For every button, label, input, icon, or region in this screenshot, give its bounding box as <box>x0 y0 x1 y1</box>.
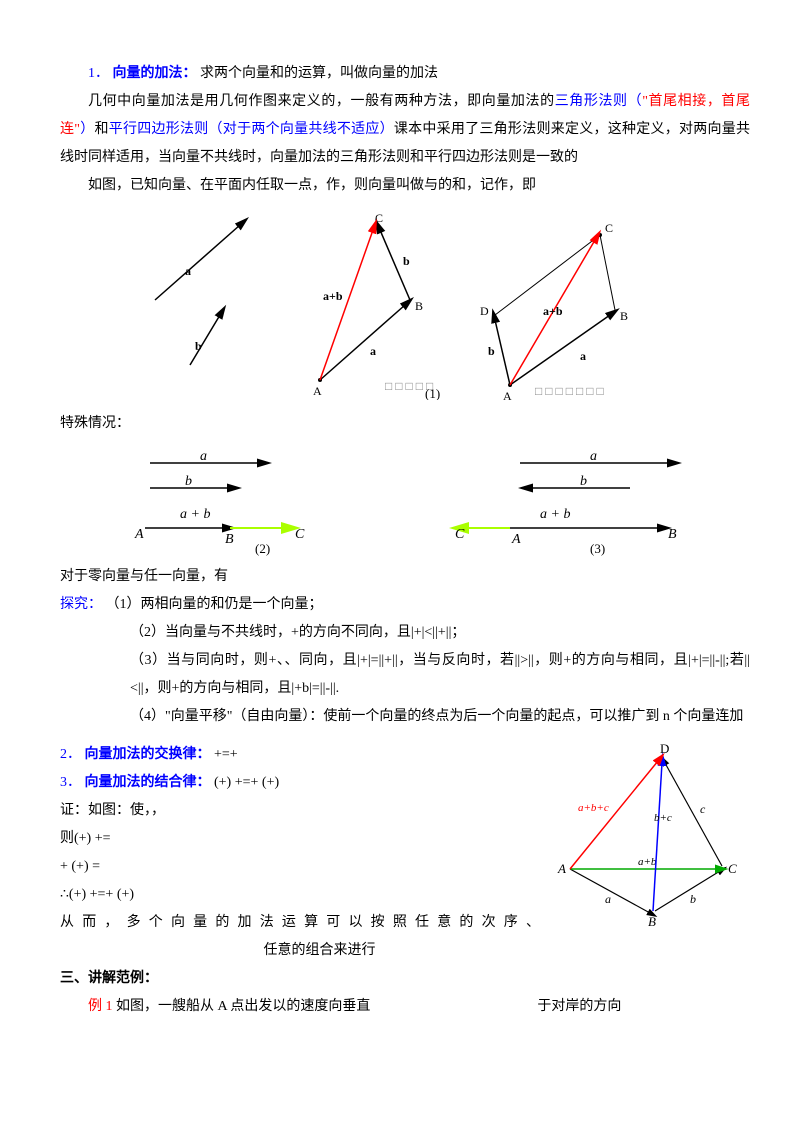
svg-text:A: A <box>134 527 144 542</box>
fig1-cap: (1) <box>425 386 440 400</box>
p1-num: 1． <box>88 66 109 81</box>
svg-text:D: D <box>660 741 669 756</box>
svg-text:□ □ □ □ □ □ □: □ □ □ □ □ □ □ <box>535 384 604 398</box>
fig1-B: B <box>415 299 423 313</box>
svg-text:(3): (3) <box>590 541 605 556</box>
section-laws: A B C D a b c a+b b+c a+b+c 2． 向量加法的交换律：… <box>60 741 750 1021</box>
svg-text:B: B <box>225 532 234 547</box>
para-1: 1． 向量的加法： 求两个向量和的运算，叫做向量的加法 <box>60 60 750 88</box>
figure-row-2: a b a + b A B C (2) a b a + b C A B (3) <box>60 448 750 558</box>
p1-title: 向量的加法： <box>113 66 197 81</box>
svg-text:a: a <box>605 892 611 906</box>
para-3: 如图，已知向量、在平面内任取一点，作，则向量叫做与的和，记作，即 <box>60 172 750 200</box>
svg-text:A: A <box>557 861 566 876</box>
p2-para: 平行四边形法则（对于两个向量共线不适应） <box>109 122 394 137</box>
svg-text:c: c <box>700 802 706 816</box>
svg-text:a+b+c: a+b+c <box>578 802 609 814</box>
p2-paren1: （ <box>628 94 643 109</box>
fig1-b: b <box>195 339 202 353</box>
svg-text:b: b <box>185 474 192 489</box>
fig1-a2: a <box>370 344 376 358</box>
fig1-right: A a B b D C a+b □ □ □ □ □ □ □ <box>475 210 675 400</box>
fig1-A: A <box>313 384 322 398</box>
fig3: A B C D a b c a+b b+c a+b+c <box>550 741 750 931</box>
figure-row-1: a b A a B b C a+b □ □ □ □ □ (1) A a B <box>60 210 750 400</box>
para-5-4: （4）"向量平移"（自由向量）：使前一个向量的终点为后一个向量的起点，可以推广到… <box>60 703 750 731</box>
p2-a: 几何中向量加法是用几何作图来定义的，一般有两种方法，即向量加法的 <box>88 94 555 109</box>
svg-text:a + b: a + b <box>540 507 570 522</box>
svg-text:C: C <box>295 527 305 542</box>
para-4: 对于零向量与任一向量，有 <box>60 563 750 591</box>
svg-text:A: A <box>511 532 521 547</box>
p2-paren2: ） <box>80 122 95 137</box>
svg-text:B: B <box>668 527 677 542</box>
svg-text:a: a <box>590 449 597 464</box>
fig1-b2: b <box>403 254 410 268</box>
fig1r-C: C <box>605 221 613 235</box>
para-5-2: （2）当向量与不共线时，+的方向不同向，且|+|<||+||； <box>60 619 750 647</box>
para-5-3: （3）当与同向时，则+、、同向，且|+|=||+||，当与反向时，若||>||，… <box>60 647 750 703</box>
fig1-mid: A a B b C a+b □ □ □ □ □ (1) <box>285 210 465 400</box>
fig1-left: a b <box>135 210 275 380</box>
fig1r-D: D <box>480 304 489 318</box>
fig1r-B: B <box>620 309 628 323</box>
fig1-a: a <box>185 264 191 278</box>
fig1r-ab: a+b <box>543 304 563 318</box>
fig2-right: a b a + b C A B (3) <box>440 448 700 558</box>
fig1r-A: A <box>503 389 512 400</box>
p2-tri: 三角形法则 <box>555 94 628 109</box>
p3-text: 如图，已知向量、在平面内任取一点，作，则向量叫做与的和，记作，即 <box>88 178 536 193</box>
fig2-left: a b a + b A B C (2) <box>110 448 340 558</box>
svg-text:C: C <box>455 527 465 542</box>
sec-examples: 三、讲解范例： <box>60 965 750 993</box>
para-5-1: 探究： （1）两相向量的和仍是一个向量； <box>60 591 750 619</box>
p1-rest: 求两个向量和的运算，叫做向量的加法 <box>200 66 438 81</box>
fig1-C: C <box>375 211 383 225</box>
svg-text:B: B <box>648 914 656 929</box>
svg-text:b: b <box>580 474 587 489</box>
para-2: 几何中向量加法是用几何作图来定义的，一般有两种方法，即向量加法的三角形法则（"首… <box>60 88 750 172</box>
ex1: 例 1 如图，一艘船从 A 点出发以的速度向垂直 于对岸的方向 <box>60 993 750 1021</box>
svg-text:C: C <box>728 861 737 876</box>
svg-text:a + b: a + b <box>180 507 210 522</box>
svg-text:(2): (2) <box>255 541 270 556</box>
p2-and: 和 <box>95 122 109 137</box>
fig1r-a: a <box>580 349 586 363</box>
svg-text:b: b <box>690 892 696 906</box>
explore-label: 探究： <box>60 597 102 612</box>
svg-text:b+c: b+c <box>654 812 672 824</box>
fig1r-b: b <box>488 344 495 358</box>
special-cases: 特殊情况： <box>60 410 750 438</box>
svg-text:a: a <box>200 449 207 464</box>
svg-text:a+b: a+b <box>638 856 657 868</box>
fig1-ab: a+b <box>323 289 343 303</box>
